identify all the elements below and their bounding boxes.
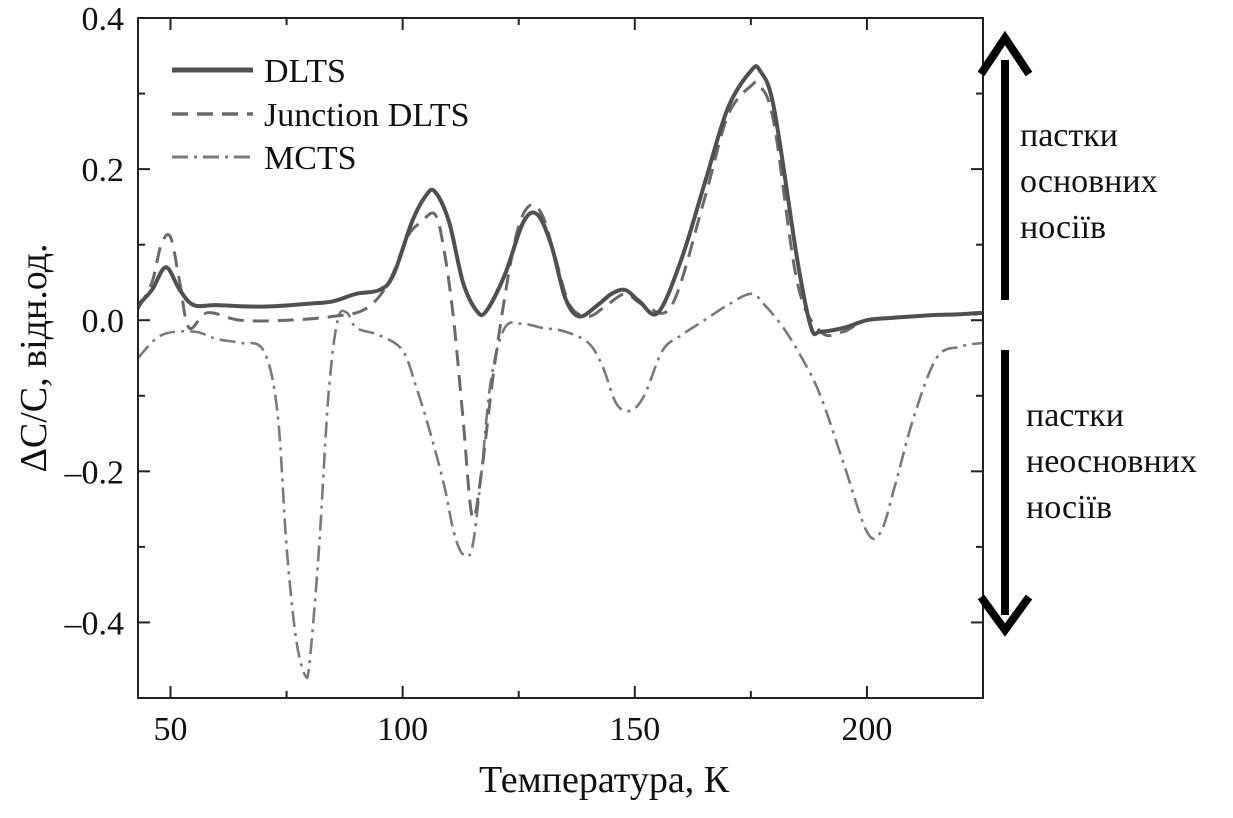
minority-traps-line-2: неосновних (1026, 443, 1197, 480)
down-arrow-icon (977, 594, 1033, 637)
legend-label-dlts: DLTS (264, 53, 346, 90)
series-layer (136, 64, 984, 680)
ticks-layer: 50 100 150 200 0.4 0.2 0.0 –0.2 –0.4 (64, 1, 984, 748)
majority-traps-line-3: носіїв (1020, 209, 1106, 246)
y-tick-label: –0.2 (64, 454, 125, 491)
plot-frame (137, 17, 984, 699)
x-tick-label: 100 (377, 711, 428, 748)
majority-traps-annotation: пастки основних носіїв (977, 30, 1158, 300)
minority-traps-line-1: пастки (1026, 397, 1124, 434)
majority-traps-line-1: пастки (1020, 117, 1118, 154)
legend-label-mcts: MCTS (264, 140, 357, 177)
series-line-mcts (137, 292, 984, 680)
y-tick-label: 0.0 (82, 303, 125, 340)
up-arrow-icon (977, 30, 1033, 77)
majority-traps-line-2: основних (1020, 163, 1158, 200)
minority-traps-line-3: носіїв (1026, 489, 1112, 526)
x-tick-label: 150 (609, 711, 660, 748)
y-tick-label: 0.2 (82, 152, 125, 189)
legend-label-junction: Junction DLTS (264, 97, 470, 134)
series-line-dlts (136, 64, 984, 337)
x-axis-label: Температура, К (479, 759, 730, 801)
x-tick-label: 50 (154, 711, 188, 748)
y-axis-label: ΔC/C, відн.од. (13, 243, 55, 472)
x-tick-label: 200 (841, 711, 892, 748)
legend: DLTS Junction DLTS MCTS (172, 53, 470, 177)
y-tick-label: –0.4 (64, 605, 125, 642)
series-line-junction-dlts (136, 80, 984, 520)
y-tick-label: 0.4 (82, 1, 125, 38)
minority-traps-annotation: пастки неосновних носіїв (977, 350, 1197, 637)
